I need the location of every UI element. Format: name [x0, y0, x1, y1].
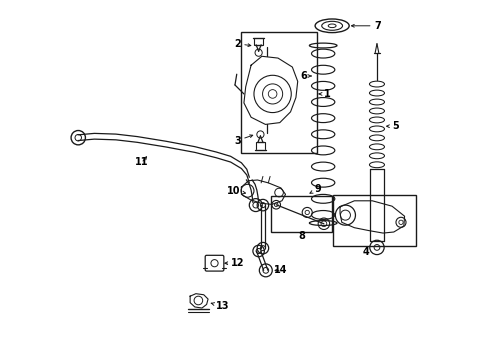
Text: 13: 13	[211, 301, 229, 311]
Text: 10: 10	[227, 186, 245, 196]
Text: 7: 7	[351, 21, 381, 31]
Bar	[271, 196, 332, 231]
Bar	[333, 195, 416, 246]
Text: 3: 3	[234, 135, 253, 145]
Text: 8: 8	[298, 231, 305, 240]
Text: 12: 12	[225, 258, 245, 268]
Text: 2: 2	[234, 39, 251, 49]
Text: 9: 9	[310, 184, 321, 194]
Text: 14: 14	[274, 265, 287, 275]
Text: 1: 1	[319, 89, 331, 99]
Text: 4: 4	[363, 247, 369, 257]
Bar	[242, 32, 317, 153]
Text: 5: 5	[387, 121, 399, 131]
Text: 11: 11	[135, 157, 149, 167]
Text: 6: 6	[300, 71, 311, 81]
